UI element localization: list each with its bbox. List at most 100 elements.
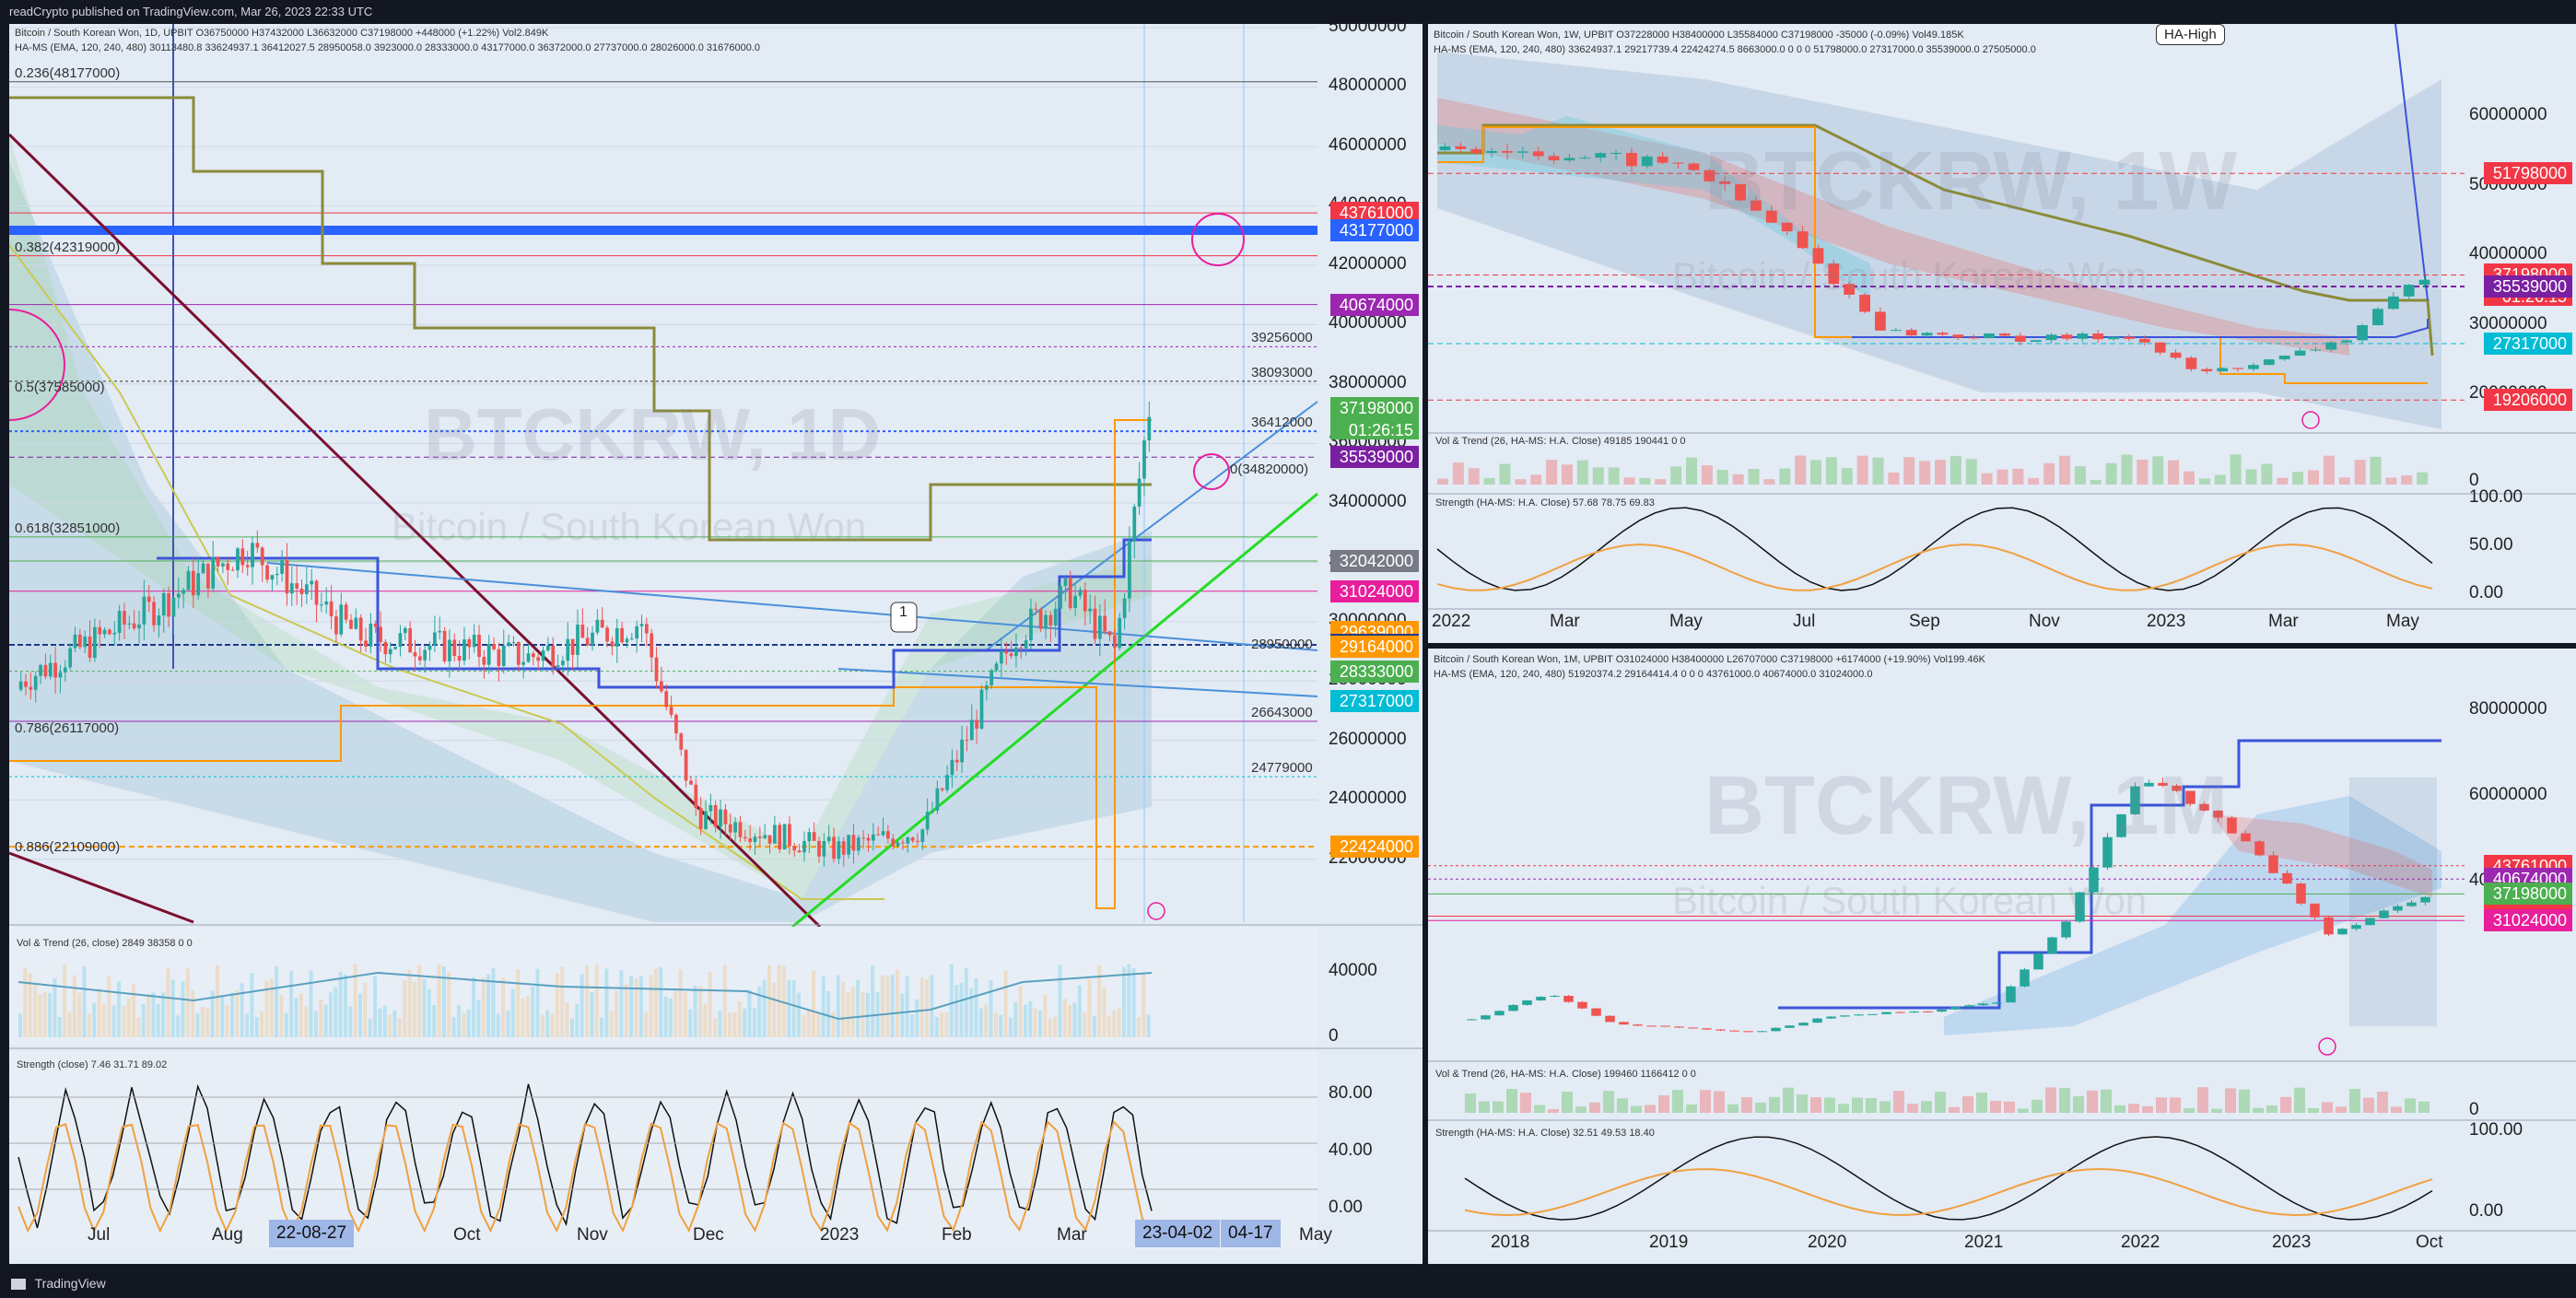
weekly-chart-panel[interactable]: Bitcoin / South Korean Won, 1W, UPBIT O3… [1428, 24, 2576, 643]
daily-volume-bar [250, 973, 254, 1037]
daily-candle [935, 788, 940, 811]
daily-candle [142, 596, 146, 625]
monthly-chart-svg[interactable] [1428, 649, 2576, 1264]
daily-volume-bar [708, 972, 712, 1037]
weekly-price-tag: 35539000 [2484, 275, 2572, 298]
daily-volume-bar [1142, 974, 1146, 1037]
daily-candle [1073, 595, 1077, 609]
daily-volume-bar [772, 983, 777, 1037]
weekly-volume-bar [1655, 479, 1667, 485]
daily-candle [1019, 647, 1024, 649]
daily-candle [1053, 608, 1058, 626]
monthly-volume-bar [2032, 1099, 2043, 1113]
weekly-candle [1937, 333, 1949, 335]
weekly-volume-bar [1592, 467, 1604, 485]
daily-candle [472, 634, 476, 648]
weekly-chart-svg[interactable] [1428, 24, 2576, 643]
daily-candle [457, 656, 462, 661]
monthly-volume-bar [1658, 1095, 1669, 1113]
daily-volume-bar [28, 973, 32, 1037]
daily-candle [950, 759, 954, 776]
daily-candle [847, 835, 850, 855]
lightning-icon [2318, 1037, 2336, 1056]
daily-volume-bar [363, 982, 368, 1037]
daily-volume-bar [940, 1012, 944, 1037]
daily-chart-panel[interactable]: Bitcoin / South Korean Won, 1D, UPBIT O3… [9, 24, 1423, 1264]
monthly-chart-panel[interactable]: Bitcoin / South Korean Won, 1M, UPBIT O3… [1428, 649, 2576, 1264]
daily-volume-bar [525, 995, 530, 1037]
daily-volume-bar [722, 965, 727, 1037]
weekly-x-label: Mar [2268, 612, 2299, 631]
daily-volume-bar [215, 965, 219, 1037]
weekly-cloud [1437, 52, 2441, 429]
daily-candle [570, 638, 575, 655]
daily-volume-bar [909, 1013, 914, 1037]
daily-volume-bar [540, 1014, 544, 1037]
daily-chart-svg[interactable] [9, 24, 1423, 1264]
monthly-volume-bar [2239, 1089, 2250, 1113]
daily-vol-tick: 0 [1329, 1026, 1339, 1046]
daily-volume-bar [382, 1005, 387, 1037]
daily-candle [482, 657, 486, 665]
daily-volume-bar [72, 975, 76, 1037]
weekly-candle [1751, 200, 1762, 211]
monthly-candle [2268, 855, 2278, 873]
daily-volume-bar [575, 1003, 580, 1037]
weekly-volume-bar [2012, 468, 2024, 485]
monthly-candle [1522, 1000, 1532, 1005]
daily-volume-bar [38, 994, 42, 1037]
daily-candle [1048, 614, 1053, 626]
daily-volume-bar [126, 998, 131, 1037]
monthly-candle [1646, 1025, 1657, 1027]
weekly-volume-bar [2292, 472, 2304, 485]
weekly-candle [1968, 337, 1980, 339]
daily-volume-bar [63, 965, 67, 1037]
daily-candle [383, 641, 388, 655]
monthly-candle [2351, 925, 2361, 930]
daily-candle [24, 681, 28, 687]
monthly-x-label: 2020 [1808, 1233, 1847, 1252]
daily-volume-bar [826, 991, 831, 1037]
daily-volume-bar [718, 1011, 722, 1037]
monthly-volume-bar [1575, 1106, 1587, 1113]
monthly-candle [2061, 921, 2071, 938]
monthly-candle [1868, 1013, 1878, 1015]
daily-volume-bar [1062, 998, 1067, 1037]
daily-candle [58, 672, 63, 678]
ha-high-badge: HA-High [2156, 24, 2225, 45]
daily-volume-bar [580, 974, 584, 1037]
daily-volume-bar [521, 999, 525, 1037]
weekly-candle [2418, 279, 2430, 286]
monthly-candle [1812, 1018, 1822, 1023]
daily-volume-bar [737, 1001, 742, 1037]
monthly-candle [1881, 1012, 1891, 1014]
daily-candle [29, 686, 33, 690]
daily-volume-bar [373, 976, 378, 1037]
monthly-candle [2130, 786, 2140, 814]
daily-candle [236, 548, 240, 571]
weekly-candle [2170, 352, 2182, 358]
daily-volume-bar [757, 986, 762, 1037]
daily-candle [102, 629, 107, 635]
daily-candle [792, 846, 797, 851]
weekly-volume-bar [1748, 469, 1760, 485]
daily-date-highlight: 22-08-27 [269, 1220, 355, 1247]
daily-candle [1078, 590, 1083, 596]
weekly-candle [2387, 296, 2399, 310]
daily-blue-step [157, 538, 1152, 689]
monthly-price-tag-value: 37198000 [2492, 884, 2567, 904]
daily-candle [137, 624, 141, 629]
daily-fib-label: 0(34820000) [1230, 462, 1309, 478]
daily-volume-bar [959, 982, 964, 1037]
daily-candle [226, 563, 230, 570]
monthly-candle [2393, 906, 2403, 911]
tradingview-logo-icon [11, 1279, 26, 1291]
daily-candle [733, 822, 737, 833]
monthly-candle [2337, 929, 2348, 935]
daily-x-label: Feb [942, 1225, 972, 1245]
daily-candle [507, 642, 510, 646]
daily-volume-bar [451, 1017, 456, 1037]
daily-volume-bar [949, 964, 954, 1037]
weekly-candle [1516, 151, 1528, 153]
monthly-volume-bar [2253, 1107, 2264, 1113]
